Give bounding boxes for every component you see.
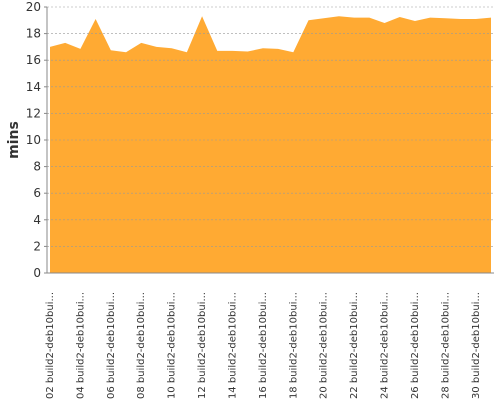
x-tick-label: #116 build2-deb10bui... [258,292,269,400]
y-tick-label: 18 [26,27,41,41]
y-tick-label: 20 [26,0,41,14]
y-tick-label: 8 [33,160,41,174]
x-tick-label: #112 build2-deb10bui... [197,292,208,400]
x-tick-label: #118 build2-deb10bui... [288,292,299,400]
x-tick-label: #126 build2-deb10bui... [410,292,421,400]
x-tick-label: #128 build2-deb10bui... [440,292,451,400]
x-tick-label: #106 build2-deb10bui... [106,292,117,400]
x-tick-label: #120 build2-deb10bui... [319,292,330,400]
area [50,16,491,274]
y-tick-label: 4 [33,213,41,227]
y-tick-label: 10 [26,133,41,147]
y-tick-label: 0 [33,266,41,280]
x-tick-label: #110 build2-deb10bui... [167,292,178,400]
x-tick-label: #122 build2-deb10bui... [349,292,360,400]
x-tick-label: #108 build2-deb10bui... [136,292,147,400]
y-tick-label: 14 [26,80,41,94]
y-axis-label: mins [6,121,22,159]
x-tick-label: #114 build2-deb10bui... [227,292,238,400]
x-tick-label: #104 build2-deb10bui... [75,292,86,400]
y-tick-label: 2 [33,239,41,253]
x-tick-label: #130 build2-deb10bui... [471,292,482,400]
x-tick-label: #124 build2-deb10bui... [380,292,391,400]
y-tick-label: 16 [26,53,41,67]
y-tick-label: 12 [26,106,41,120]
y-tick-label: 6 [33,186,41,200]
x-tick-label: #102 build2-deb10bui... [45,292,56,400]
